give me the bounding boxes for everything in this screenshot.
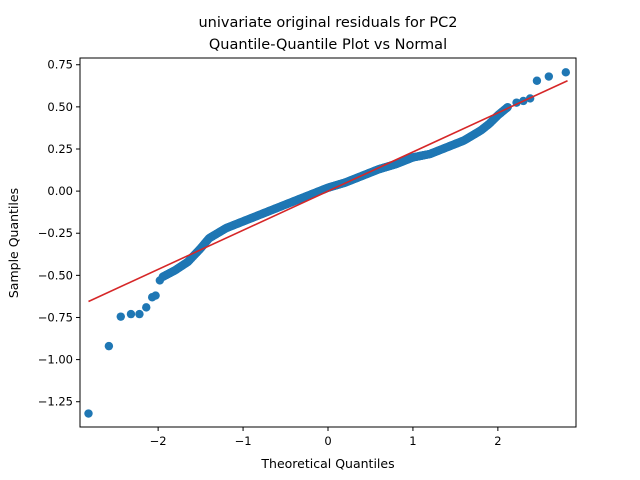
x-axis-label: Theoretical Quantiles: [260, 456, 394, 471]
data-point-outlier: [135, 309, 144, 319]
x-axis: −2 −1 0 1 2: [150, 427, 502, 448]
y-tick-label: 0.75: [47, 58, 73, 72]
y-axis: −1.25 −1.00 −0.75 −0.50 −0.25 0.00 0.25 0.50 0.7…: [38, 58, 80, 409]
x-tick-label: −1: [235, 434, 252, 448]
data-point-outlier: [561, 68, 571, 77]
data-point-outlier: [532, 76, 542, 85]
y-tick-label: 0.00: [47, 184, 73, 198]
y-tick-label: 0.25: [47, 142, 73, 156]
y-axis-label: Sample Quantiles: [6, 188, 21, 298]
data-point-outlier: [116, 312, 125, 321]
data-point-outlier: [544, 72, 554, 81]
data-point-outlier: [155, 276, 165, 285]
y-tick-label: −0.50: [38, 268, 73, 282]
data-point-outlier: [142, 303, 151, 312]
y-tick-label: −1.25: [38, 395, 73, 409]
x-tick-label: 0: [324, 434, 331, 448]
y-tick-label: −0.75: [38, 310, 73, 324]
data-point-outlier: [104, 341, 114, 351]
data-point-outlier: [126, 309, 136, 319]
chart-subtitle: Quantile-Quantile Plot vs Normal: [209, 37, 447, 53]
reference-line: [88, 80, 568, 303]
reference-line-group: [88, 80, 568, 303]
x-tick-label: 1: [409, 434, 416, 448]
x-tick-label: 2: [494, 434, 501, 448]
y-tick-label: −1.00: [38, 353, 73, 367]
data-point-outlier: [151, 291, 160, 300]
data-points: [84, 68, 571, 418]
y-tick-label: 0.50: [47, 100, 73, 114]
data-point-outlier: [84, 409, 93, 418]
x-tick-label: −2: [150, 434, 167, 448]
chart-title: univariate original residuals for PC2: [198, 15, 457, 31]
y-tick-label: −0.25: [38, 226, 73, 240]
